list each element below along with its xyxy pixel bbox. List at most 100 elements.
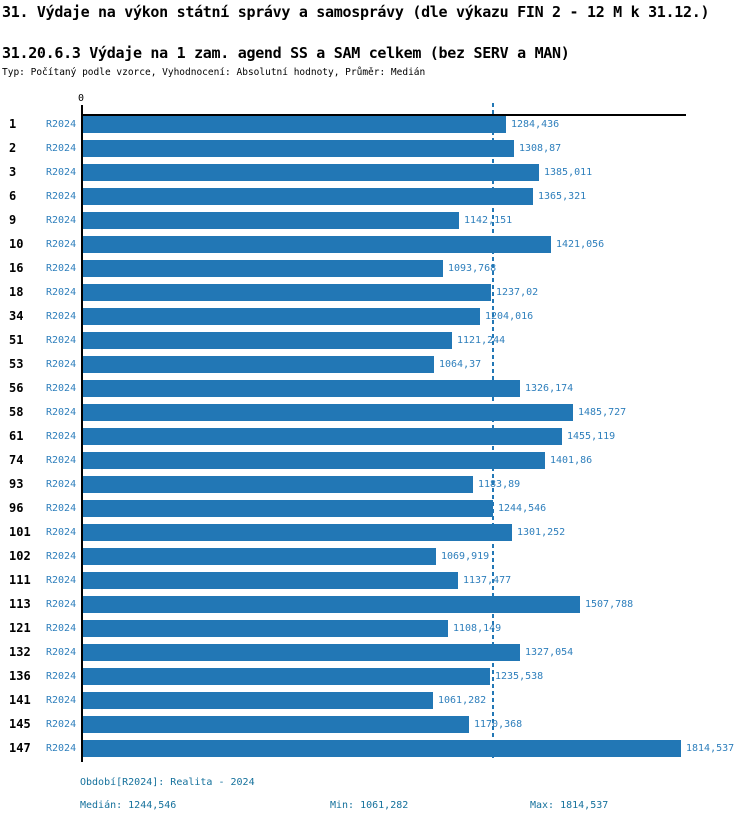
bar	[83, 188, 533, 205]
row-category-label: 56	[9, 381, 24, 395]
table-row: 51 R2024 1121,244	[0, 332, 750, 349]
table-row: 16 R2024 1093,768	[0, 260, 750, 277]
bar-value-label: 1385,011	[544, 167, 593, 178]
bar-value-label: 1204,016	[485, 311, 534, 322]
bar	[83, 644, 520, 661]
row-category-label: 101	[9, 525, 31, 539]
table-row: 147 R2024 1814,537	[0, 740, 750, 757]
row-series-label: R2024	[46, 695, 77, 706]
row-series-label: R2024	[46, 647, 77, 658]
row-series-label: R2024	[46, 623, 77, 634]
bar-value-label: 1142,151	[464, 215, 513, 226]
table-row: 141 R2024 1061,282	[0, 692, 750, 709]
table-row: 121 R2024 1108,149	[0, 620, 750, 637]
bar-value-label: 1455,119	[567, 431, 616, 442]
row-series-label: R2024	[46, 311, 77, 322]
table-row: 9 R2024 1142,151	[0, 212, 750, 229]
table-row: 1 R2024 1284,436	[0, 116, 750, 133]
bar	[83, 620, 448, 637]
bar	[83, 740, 681, 757]
bar	[83, 236, 551, 253]
bar	[83, 308, 480, 325]
axis-left-line	[81, 114, 83, 762]
table-row: 34 R2024 1204,016	[0, 308, 750, 325]
table-row: 6 R2024 1365,321	[0, 188, 750, 205]
bar-value-label: 1069,919	[441, 551, 490, 562]
row-series-label: R2024	[46, 551, 77, 562]
bar-value-label: 1061,282	[438, 695, 487, 706]
bar	[83, 284, 491, 301]
bar	[83, 164, 539, 181]
row-series-label: R2024	[46, 263, 77, 274]
bar-value-label: 1244,546	[498, 503, 547, 514]
bar	[83, 692, 433, 709]
row-series-label: R2024	[46, 239, 77, 250]
bar-value-label: 1365,321	[538, 191, 587, 202]
axis-zero-tick	[81, 105, 83, 115]
row-category-label: 74	[9, 453, 24, 467]
footer-median: Medián: 1244,546	[80, 800, 177, 811]
bar	[83, 356, 434, 373]
table-row: 10 R2024 1421,056	[0, 236, 750, 253]
row-category-label: 53	[9, 357, 24, 371]
row-series-label: R2024	[46, 479, 77, 490]
bar	[83, 380, 520, 397]
row-category-label: 93	[9, 477, 24, 491]
table-row: 113 R2024 1507,788	[0, 596, 750, 613]
row-category-label: 113	[9, 597, 31, 611]
bar-value-label: 1814,537	[686, 743, 735, 754]
table-row: 3 R2024 1385,011	[0, 164, 750, 181]
axis-zero-label: 0	[78, 93, 85, 104]
table-row: 101 R2024 1301,252	[0, 524, 750, 541]
report-title: 31. Výdaje na výkon státní správy a samo…	[2, 3, 710, 21]
footer-min: Min: 1061,282	[330, 800, 409, 811]
axis-top-line	[82, 114, 686, 116]
bar-value-label: 1108,149	[453, 623, 502, 634]
bar	[83, 212, 459, 229]
row-series-label: R2024	[46, 719, 77, 730]
footer-max: Max: 1814,537	[530, 800, 609, 811]
table-row: 18 R2024 1237,02	[0, 284, 750, 301]
bar	[83, 524, 512, 541]
table-row: 132 R2024 1327,054	[0, 644, 750, 661]
table-row: 145 R2024 1170,368	[0, 716, 750, 733]
row-category-label: 111	[9, 573, 31, 587]
bar-value-label: 1064,37	[439, 359, 482, 370]
row-category-label: 18	[9, 285, 24, 299]
row-category-label: 58	[9, 405, 24, 419]
bar-value-label: 1170,368	[474, 719, 523, 730]
bar	[83, 404, 573, 421]
bar-value-label: 1121,244	[457, 335, 506, 346]
bar-value-label: 1235,538	[495, 671, 544, 682]
table-row: 136 R2024 1235,538	[0, 668, 750, 685]
row-series-label: R2024	[46, 383, 77, 394]
row-series-label: R2024	[46, 215, 77, 226]
row-category-label: 61	[9, 429, 24, 443]
row-category-label: 10	[9, 237, 24, 251]
table-row: 74 R2024 1401,86	[0, 452, 750, 469]
row-series-label: R2024	[46, 287, 77, 298]
bar	[83, 452, 545, 469]
bar	[83, 260, 443, 277]
bar	[83, 500, 493, 517]
row-category-label: 132	[9, 645, 31, 659]
row-series-label: R2024	[46, 191, 77, 202]
row-category-label: 9	[9, 213, 17, 227]
row-category-label: 147	[9, 741, 31, 755]
bar	[83, 476, 473, 493]
table-row: 102 R2024 1069,919	[0, 548, 750, 565]
table-row: 58 R2024 1485,727	[0, 404, 750, 421]
table-row: 96 R2024 1244,546	[0, 500, 750, 517]
bar-value-label: 1308,87	[519, 143, 562, 154]
row-category-label: 136	[9, 669, 31, 683]
table-row: 53 R2024 1064,37	[0, 356, 750, 373]
bar-value-label: 1284,436	[511, 119, 560, 130]
row-category-label: 51	[9, 333, 24, 347]
bar-value-label: 1507,788	[585, 599, 634, 610]
footer-period: Období[R2024]: Realita - 2024	[80, 777, 255, 788]
row-series-label: R2024	[46, 671, 77, 682]
row-category-label: 6	[9, 189, 17, 203]
row-category-label: 96	[9, 501, 24, 515]
row-series-label: R2024	[46, 455, 77, 466]
table-row: 56 R2024 1326,174	[0, 380, 750, 397]
